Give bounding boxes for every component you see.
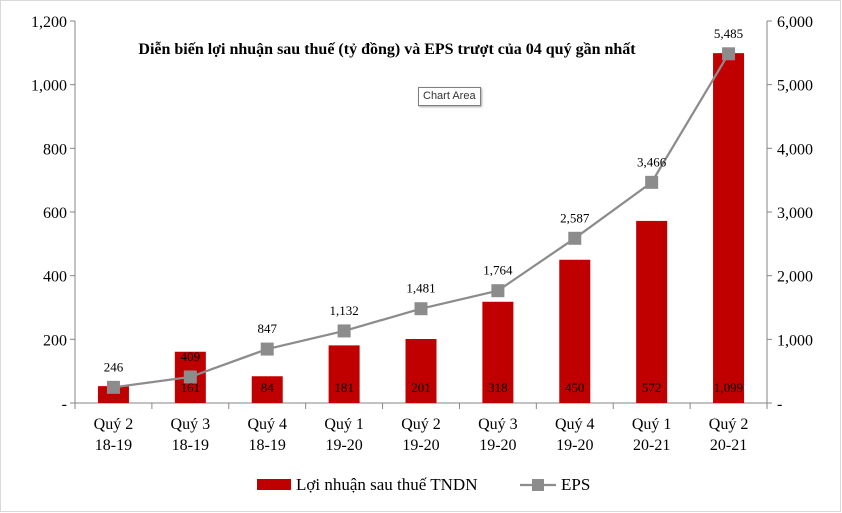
legend-marker-eps bbox=[532, 479, 544, 491]
eps-data-label: 2,587 bbox=[560, 210, 590, 225]
x-axis-label-quarter: Quý 4 bbox=[555, 416, 595, 433]
left-axis-tick-label: - bbox=[62, 396, 67, 413]
eps-data-label: 409 bbox=[181, 349, 201, 364]
bar-profit bbox=[713, 53, 745, 403]
x-axis-label-year: 19-20 bbox=[325, 437, 362, 454]
x-axis-label-year: 18-19 bbox=[172, 437, 209, 454]
eps-marker bbox=[491, 284, 505, 298]
bar-data-label: 572 bbox=[642, 380, 662, 395]
left-axis-tick-label: 600 bbox=[43, 205, 67, 222]
eps-marker bbox=[183, 370, 197, 384]
bar-data-label: 181 bbox=[334, 380, 354, 395]
bar-profit bbox=[559, 259, 591, 403]
x-axis-label-quarter: Quý 4 bbox=[247, 416, 287, 433]
bar-profit bbox=[251, 376, 283, 403]
right-axis-tick-label: 4,000 bbox=[777, 141, 813, 158]
x-axis-label-year: 19-20 bbox=[556, 437, 593, 454]
left-axis-tick-label: 1,000 bbox=[31, 78, 67, 95]
bar-data-label: 201 bbox=[411, 380, 431, 395]
eps-data-label: 1,132 bbox=[329, 303, 358, 318]
eps-marker bbox=[722, 47, 736, 61]
eps-data-label: 1,481 bbox=[406, 281, 435, 296]
bar-profit bbox=[405, 339, 437, 403]
x-axis-label-quarter: Quý 3 bbox=[478, 416, 518, 433]
eps-marker bbox=[645, 175, 659, 189]
right-axis-tick-label: 2,000 bbox=[777, 269, 813, 286]
bar-profit bbox=[97, 386, 129, 403]
bar-profit bbox=[636, 220, 668, 403]
eps-data-label: 3,466 bbox=[637, 154, 667, 169]
legend-swatch-profit bbox=[257, 479, 291, 490]
x-axis-label-year: 19-20 bbox=[479, 437, 516, 454]
x-axis-label-quarter: Quý 3 bbox=[171, 416, 211, 433]
bar-profit bbox=[482, 301, 514, 403]
right-axis-tick-label: 3,000 bbox=[777, 205, 813, 222]
bar-data-label: 318 bbox=[488, 380, 508, 395]
x-axis-label-year: 18-19 bbox=[249, 437, 286, 454]
chart-title: Diễn biến lợi nhuận sau thuế (tỷ đồng) v… bbox=[138, 41, 636, 58]
legend: Lợi nhuận sau thuế TNDN EPS bbox=[257, 475, 590, 494]
x-axis-label-year: 19-20 bbox=[402, 437, 439, 454]
right-axis-tick-label: 1,000 bbox=[777, 332, 813, 349]
eps-marker bbox=[414, 302, 428, 316]
left-axis-tick-label: 1,200 bbox=[31, 14, 67, 31]
legend-label-profit: Lợi nhuận sau thuế TNDN bbox=[296, 475, 477, 494]
eps-data-label: 1,764 bbox=[483, 263, 513, 278]
bar-profit bbox=[328, 345, 360, 403]
eps-data-label: 5,485 bbox=[714, 26, 743, 41]
eps-marker bbox=[106, 380, 120, 394]
eps-data-label: 847 bbox=[257, 321, 277, 336]
plot-area: - 200 400 600 800 1,000 1,200 - 1,000 2,000 3,000 4… bbox=[31, 14, 813, 454]
left-axis-tick-label: 400 bbox=[43, 269, 67, 286]
x-axis-label-quarter: Quý 2 bbox=[94, 416, 134, 433]
bar-data-label: 84 bbox=[261, 380, 275, 395]
bar-data-label: 1,099 bbox=[714, 380, 743, 395]
legend-label-eps: EPS bbox=[561, 475, 590, 494]
x-axis-label-quarter: Quý 1 bbox=[632, 416, 672, 433]
x-axis-label-year: 20-21 bbox=[633, 437, 670, 454]
x-axis-label-quarter: Quý 2 bbox=[709, 416, 749, 433]
eps-data-label: 246 bbox=[104, 359, 124, 374]
x-axis-label-quarter: Quý 2 bbox=[401, 416, 441, 433]
bar-data-label: 450 bbox=[565, 380, 585, 395]
chart-area-tooltip: Chart Area bbox=[418, 87, 481, 106]
x-axis-label-quarter: Quý 1 bbox=[324, 416, 364, 433]
left-axis-tick-label: 200 bbox=[43, 332, 67, 349]
x-axis-label-year: 20-21 bbox=[710, 437, 747, 454]
left-axis-tick-label: 800 bbox=[43, 141, 67, 158]
right-axis-tick-label: 6,000 bbox=[777, 14, 813, 31]
eps-marker bbox=[568, 231, 582, 245]
bar-data-label: 161 bbox=[181, 380, 201, 395]
eps-marker bbox=[337, 324, 351, 338]
eps-marker bbox=[260, 342, 274, 356]
x-axis-label-year: 18-19 bbox=[95, 437, 132, 454]
right-axis-tick-label: 5,000 bbox=[777, 78, 813, 95]
right-axis-tick-label: - bbox=[777, 396, 782, 413]
